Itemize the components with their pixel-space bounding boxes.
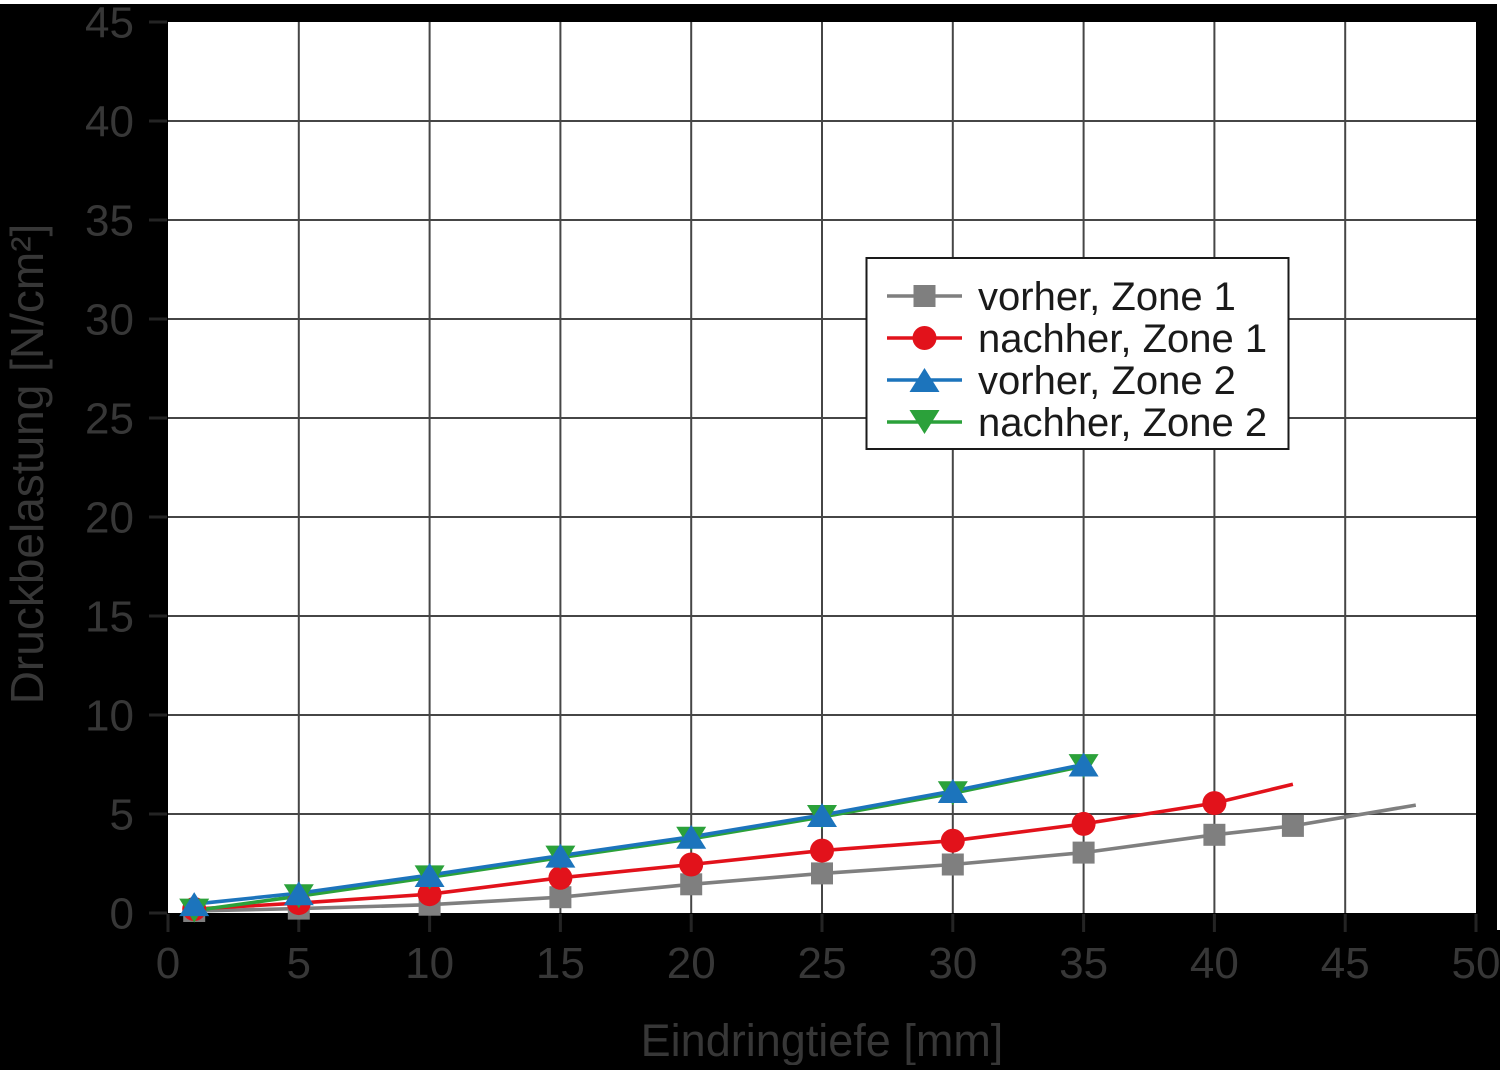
svg-text:25: 25 bbox=[85, 395, 134, 444]
svg-text:5: 5 bbox=[110, 791, 134, 840]
svg-text:vorher, Zone 2: vorher, Zone 2 bbox=[978, 359, 1236, 403]
svg-text:Eindringtiefe [mm]: Eindringtiefe [mm] bbox=[641, 1015, 1004, 1065]
svg-text:50: 50 bbox=[1452, 939, 1500, 988]
svg-text:0: 0 bbox=[156, 939, 180, 988]
svg-text:nachher, Zone 1: nachher, Zone 1 bbox=[978, 317, 1267, 361]
svg-text:0: 0 bbox=[110, 890, 134, 939]
svg-text:40: 40 bbox=[85, 98, 134, 147]
svg-text:15: 15 bbox=[536, 939, 585, 988]
svg-text:40: 40 bbox=[1190, 939, 1239, 988]
svg-text:30: 30 bbox=[928, 939, 977, 988]
svg-text:nachher, Zone 2: nachher, Zone 2 bbox=[978, 401, 1267, 445]
svg-text:35: 35 bbox=[85, 197, 134, 246]
svg-text:20: 20 bbox=[667, 939, 716, 988]
svg-text:30: 30 bbox=[85, 296, 134, 345]
svg-text:10: 10 bbox=[405, 939, 454, 988]
svg-text:35: 35 bbox=[1059, 939, 1108, 988]
svg-text:45: 45 bbox=[1321, 939, 1370, 988]
svg-text:Druckbelastung [N/cm²]: Druckbelastung [N/cm²] bbox=[1, 224, 53, 705]
svg-text:15: 15 bbox=[85, 593, 134, 642]
svg-text:45: 45 bbox=[85, 0, 134, 48]
svg-text:20: 20 bbox=[85, 494, 134, 543]
svg-text:25: 25 bbox=[798, 939, 847, 988]
svg-text:vorher, Zone 1: vorher, Zone 1 bbox=[978, 275, 1236, 319]
svg-text:5: 5 bbox=[287, 939, 311, 988]
svg-text:10: 10 bbox=[85, 692, 134, 741]
